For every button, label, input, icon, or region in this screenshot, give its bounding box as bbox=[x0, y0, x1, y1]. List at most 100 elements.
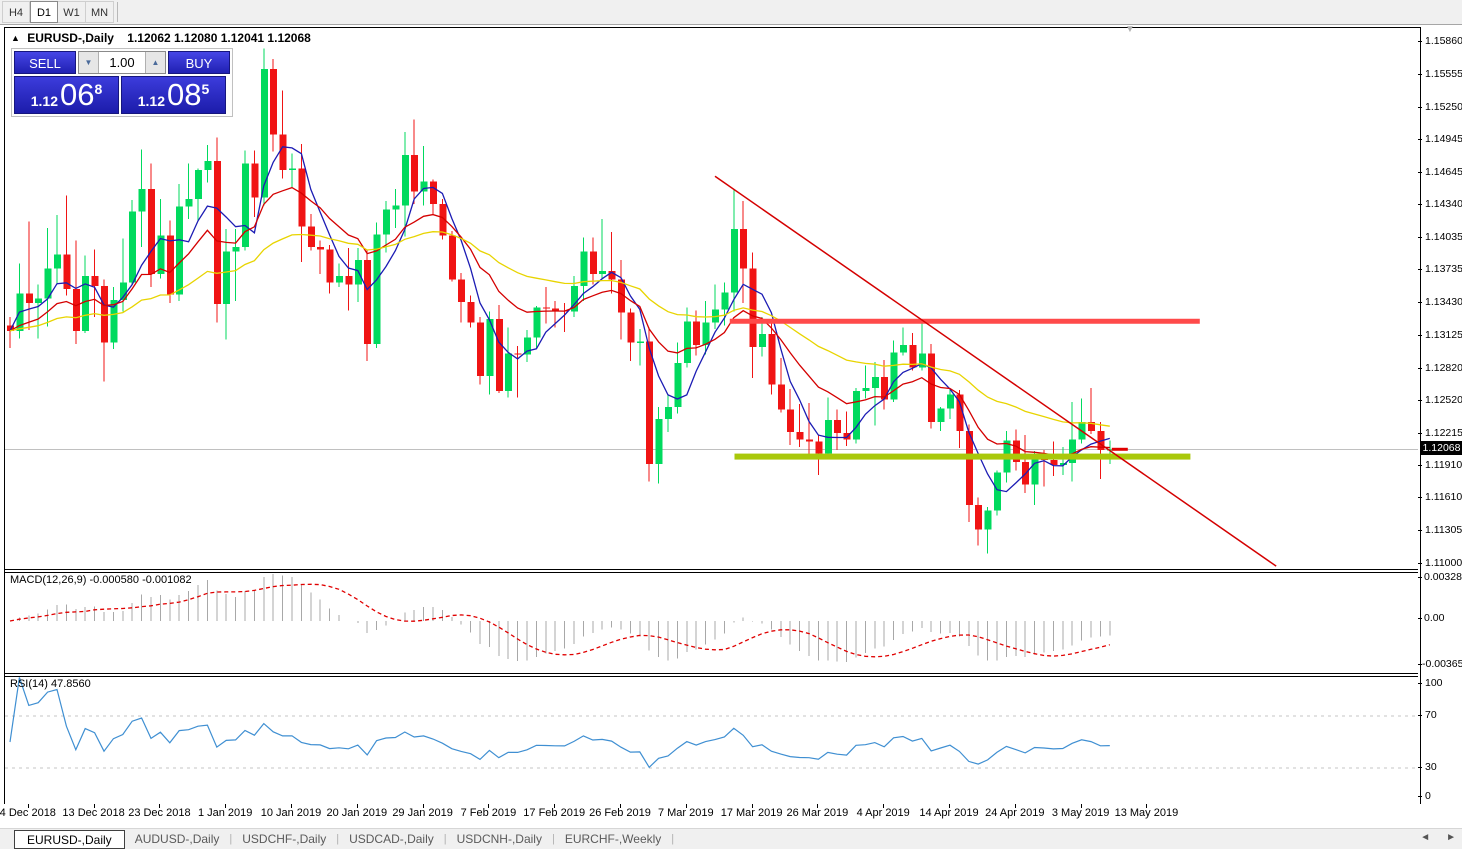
sell-price-sup: 8 bbox=[94, 81, 103, 97]
axis-tick bbox=[1418, 269, 1422, 271]
candle-body bbox=[542, 307, 550, 309]
collapse-icon[interactable]: ▲ bbox=[11, 33, 20, 43]
timeframe-toolbar: H4 D1 W1 MN bbox=[0, 0, 1462, 25]
candle-body bbox=[307, 226, 315, 248]
price-tick-label: 1.14945 bbox=[1425, 133, 1462, 146]
candle-body bbox=[345, 276, 353, 285]
date-tick-label: 7 Feb 2019 bbox=[460, 807, 517, 819]
candle-body bbox=[693, 321, 701, 345]
candle-body bbox=[336, 276, 343, 283]
axis-tick bbox=[225, 804, 227, 808]
tab-separator: | bbox=[551, 833, 555, 845]
axis-tick bbox=[751, 804, 753, 808]
candle-body bbox=[514, 353, 522, 355]
date-tick-label: 3 May 2019 bbox=[1051, 807, 1110, 819]
tabs-scroll-right-icon[interactable]: ► bbox=[1446, 832, 1456, 843]
axis-tick bbox=[1418, 41, 1422, 42]
price-tick-label: 1.13735 bbox=[1425, 263, 1462, 276]
rsi-line bbox=[9, 677, 1110, 769]
candle-body bbox=[674, 363, 682, 408]
chart-tab[interactable]: USDCNH-,Daily bbox=[456, 832, 542, 846]
axis-tick bbox=[817, 804, 819, 808]
chart-tab-active[interactable]: EURUSD-,Daily bbox=[14, 830, 125, 849]
price-tick-label: 1.15555 bbox=[1425, 67, 1462, 80]
chart-window[interactable]: ▲ EURUSD-,Daily 1.12062 1.12080 1.12041 … bbox=[4, 24, 1421, 805]
buy-button[interactable]: BUY bbox=[168, 51, 230, 74]
date-tick-label: 26 Mar 2019 bbox=[786, 807, 849, 819]
candle-body bbox=[35, 298, 43, 303]
chart-tab[interactable]: AUDUSD-,Daily bbox=[134, 832, 220, 846]
candle-body bbox=[411, 154, 419, 192]
candle-body bbox=[618, 279, 625, 313]
candle-body bbox=[599, 270, 607, 274]
candle-body bbox=[72, 289, 80, 331]
sell-price-box[interactable]: 1.12 06 8 bbox=[14, 76, 119, 114]
axis-tick bbox=[1418, 715, 1422, 716]
date-tick-label: 17 Feb 2019 bbox=[523, 807, 586, 819]
date-tick-label: 7 Mar 2019 bbox=[657, 807, 714, 819]
candle-body bbox=[937, 408, 945, 423]
axis-tick bbox=[1418, 399, 1422, 401]
candle-body bbox=[392, 205, 400, 210]
pane-separator bbox=[5, 572, 1418, 573]
candle-body bbox=[853, 391, 860, 440]
candle-body bbox=[401, 154, 409, 206]
candle-body bbox=[25, 293, 33, 303]
candle-body bbox=[655, 419, 663, 465]
price-tick-label: 1.14340 bbox=[1425, 198, 1462, 211]
sell-button[interactable]: SELL bbox=[14, 51, 76, 74]
axis-tick bbox=[1418, 432, 1422, 434]
date-axis[interactable]: 4 Dec 2018 13 Dec 2018 23 Dec 2018 1 Jan 20… bbox=[0, 804, 1462, 827]
axis-tick bbox=[949, 804, 950, 808]
candle-body bbox=[777, 384, 785, 410]
buy-price-box[interactable]: 1.12 08 5 bbox=[121, 76, 226, 114]
candle-body bbox=[195, 169, 202, 199]
candle-body bbox=[119, 282, 127, 300]
axis-tick bbox=[1418, 171, 1422, 173]
date-tick-label: 1 Jan 2019 bbox=[197, 807, 253, 819]
chart-plot-area[interactable] bbox=[5, 28, 1418, 802]
pane-separator bbox=[5, 676, 1418, 677]
macd-signal-line bbox=[9, 583, 1110, 658]
candle-body bbox=[665, 407, 672, 419]
axis-tick bbox=[488, 804, 490, 808]
macd-axis-max-label: 0.003287 bbox=[1424, 571, 1462, 583]
candle-body bbox=[608, 270, 616, 280]
candle-body bbox=[975, 504, 983, 530]
candle-body bbox=[533, 307, 541, 338]
volume-increase-icon[interactable]: ▲ bbox=[145, 52, 165, 73]
chart-tab[interactable]: USDCHF-,Daily bbox=[242, 832, 327, 846]
candle-body bbox=[721, 292, 729, 310]
axis-tick bbox=[1418, 106, 1422, 108]
rsi-axis-label: 70 bbox=[1425, 709, 1437, 721]
chart-shift-marker-icon[interactable]: ▼ bbox=[1125, 24, 1135, 35]
candle-body bbox=[148, 189, 155, 274]
candle-body bbox=[176, 206, 184, 295]
one-click-trading-panel: SELL ▼ ▲ BUY 1.12 06 8 1.12 08 5 bbox=[11, 48, 233, 117]
candle-body bbox=[54, 254, 61, 269]
candle-body bbox=[430, 181, 437, 205]
axis-tick bbox=[883, 804, 885, 808]
price-tick-label: 1.11305 bbox=[1425, 524, 1462, 537]
sell-price-prefix: 1.12 bbox=[30, 93, 58, 109]
volume-input[interactable] bbox=[99, 52, 145, 73]
timeframe-button-h4[interactable]: H4 bbox=[2, 1, 30, 23]
candle-body bbox=[505, 353, 513, 392]
candle-body bbox=[627, 312, 635, 343]
candle-body bbox=[1050, 459, 1058, 466]
candle-body bbox=[815, 441, 823, 454]
pane-separator bbox=[5, 673, 1418, 674]
chart-tab[interactable]: USDCAD-,Daily bbox=[349, 832, 434, 846]
price-tick-label: 1.12820 bbox=[1425, 361, 1462, 374]
timeframe-button-w1[interactable]: W1 bbox=[58, 1, 86, 23]
tabs-scroll-left-icon[interactable]: ◄ bbox=[1420, 832, 1431, 843]
price-tick-label: 1.11910 bbox=[1425, 459, 1462, 472]
timeframe-button-d1[interactable]: D1 bbox=[30, 1, 58, 23]
axis-tick bbox=[1418, 767, 1422, 768]
chart-tab[interactable]: EURCHF-,Weekly bbox=[564, 832, 662, 846]
candle-body bbox=[317, 247, 325, 250]
price-axis[interactable] bbox=[1421, 27, 1462, 804]
volume-decrease-icon[interactable]: ▼ bbox=[79, 52, 99, 73]
sell-price-big: 06 bbox=[59, 77, 95, 112]
timeframe-button-mn[interactable]: MN bbox=[86, 1, 114, 23]
